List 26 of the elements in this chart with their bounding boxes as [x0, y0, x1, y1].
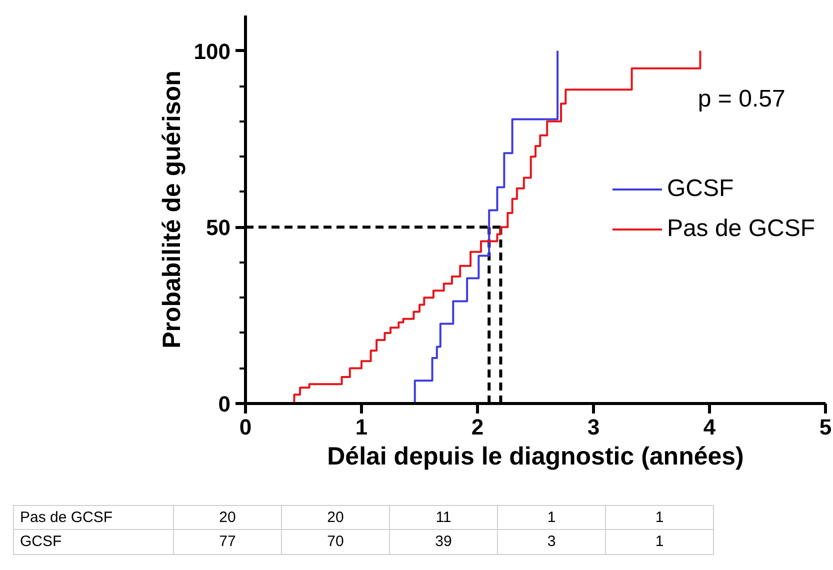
text: 39 [390, 530, 498, 554]
x-tick-label: 3 [587, 414, 600, 440]
text: Pas de GCSF [14, 506, 174, 530]
x-tick-label: 5 [819, 414, 832, 440]
legend-label: Pas de GCSF [666, 215, 815, 243]
y-tick-label: 50 [206, 215, 231, 240]
text: 3 [498, 530, 606, 554]
text: 77 [174, 530, 282, 554]
x-tick-label: 4 [703, 414, 716, 440]
x-tick-label: 2 [471, 414, 484, 440]
text: 11 [390, 506, 498, 530]
y-tick-label: 0 [218, 392, 231, 416]
text: 20 [174, 506, 282, 530]
x-tick-label: 0 [239, 414, 252, 440]
y-axis-title: Probabilité de guérison [158, 70, 186, 348]
text: 1 [606, 530, 714, 554]
legend-label: GCSF [666, 175, 734, 203]
text: 70 [282, 530, 390, 554]
text: GCSF [14, 530, 174, 554]
y-tick-label: 100 [194, 38, 231, 64]
x-axis-title: Délai depuis le diagnostic (années) [327, 442, 744, 470]
text: 1 [606, 506, 714, 530]
x-tick-label: 1 [355, 414, 368, 440]
annotation: p = 0.57 [698, 86, 786, 112]
text: 20 [282, 506, 390, 530]
text: 1 [498, 506, 606, 530]
